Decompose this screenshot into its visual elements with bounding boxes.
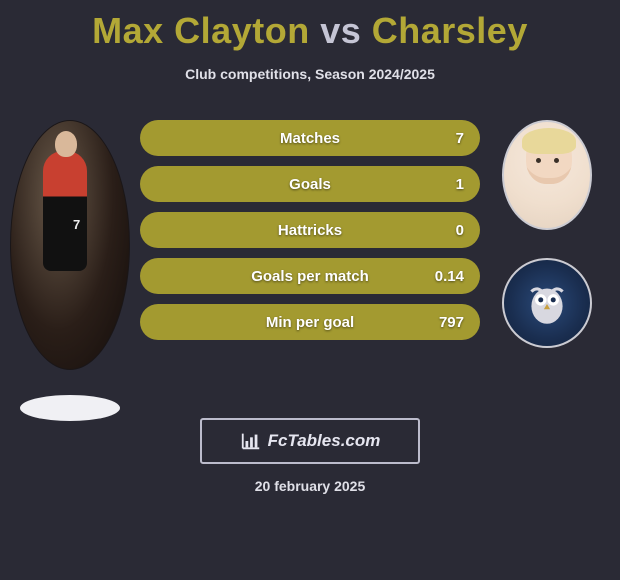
stat-right-value: 797: [439, 314, 464, 331]
chart-icon: [240, 430, 262, 452]
stat-label: Matches: [280, 130, 340, 147]
stat-row: Goals per match 0.14: [140, 258, 480, 294]
stat-right-value: 0: [456, 222, 464, 239]
stat-right-value: 1: [456, 176, 464, 193]
player1-head: [55, 131, 77, 157]
stat-right-value: 0.14: [435, 268, 464, 285]
player1-club-badge: [20, 395, 120, 421]
subtitle: Club competitions, Season 2024/2025: [0, 66, 620, 82]
player1-name: Max Clayton: [92, 10, 310, 51]
stat-row: Hattricks 0: [140, 212, 480, 248]
comparison-title: Max Clayton vs Charsley: [0, 0, 620, 52]
stats-container: Matches 7 Goals 1 Hattricks 0 Goals per …: [140, 120, 480, 350]
stat-label: Min per goal: [266, 314, 354, 331]
stat-row: Goals 1: [140, 166, 480, 202]
stat-row: Min per goal 797: [140, 304, 480, 340]
owl-icon: [521, 277, 573, 329]
date-text: 20 february 2025: [0, 478, 620, 494]
branding-box: FcTables.com: [200, 418, 420, 464]
stat-label: Hattricks: [278, 222, 342, 239]
stat-label: Goals per match: [251, 268, 369, 285]
player2-photo: [502, 120, 592, 230]
player1-photo: [10, 120, 130, 370]
player2-club-badge: [502, 258, 592, 348]
stat-right-value: 7: [456, 130, 464, 147]
stat-label: Goals: [289, 176, 331, 193]
stat-row: Matches 7: [140, 120, 480, 156]
player2-name: Charsley: [372, 10, 528, 51]
vs-text: vs: [320, 10, 361, 51]
branding-text: FcTables.com: [268, 431, 381, 451]
